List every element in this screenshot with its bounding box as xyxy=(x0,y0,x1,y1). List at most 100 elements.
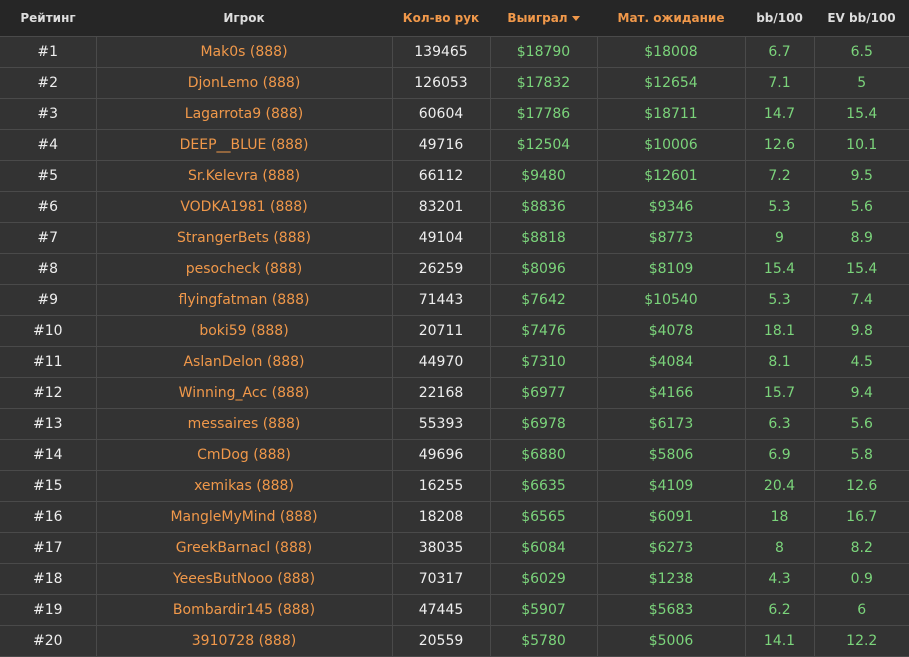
column-header-evbb100[interactable]: EV bb/100 xyxy=(814,0,909,37)
player-link[interactable]: CmDog (888) xyxy=(95,439,393,471)
cell-bb100: 20.4 xyxy=(744,470,815,502)
table-row: #8 pesocheck (888) 26259 $8096 $8109 15.4 15.4 xyxy=(0,253,909,285)
player-link[interactable]: Winning_Acc (888) xyxy=(95,377,393,409)
column-header-label: Мат. ожидание xyxy=(617,11,725,25)
player-link[interactable]: Mak0s (888) xyxy=(95,36,393,68)
cell-rank: #8 xyxy=(0,253,97,285)
column-header-won[interactable]: Выиграл xyxy=(490,0,597,37)
cell-won: $7642 xyxy=(489,284,598,316)
cell-rank: #6 xyxy=(0,191,97,223)
cell-bb100: 15.4 xyxy=(744,253,815,285)
cell-bb100: 5.3 xyxy=(744,284,815,316)
column-header-hands[interactable]: Кол-во рук xyxy=(392,0,490,37)
cell-bb100: 8.1 xyxy=(744,346,815,378)
player-link[interactable]: Lagarrota9 (888) xyxy=(95,98,393,130)
cell-rank: #2 xyxy=(0,67,97,99)
header-row: Рейтинг Игрок Кол-во рук Выиграл Мат. ожидан… xyxy=(0,0,909,37)
table-row: #3 Lagarrota9 (888) 60604 $17786 $18711 14.7 1… xyxy=(0,98,909,130)
table-row: #11 AslanDelon (888) 44970 $7310 $4084 8.1 4.5 xyxy=(0,346,909,378)
column-header-ev[interactable]: Мат. ожидание xyxy=(597,0,745,37)
cell-evbb100: 15.4 xyxy=(813,253,909,285)
table-row: #18 YeeesButNooo (888) 70317 $6029 $1238 4.3 0… xyxy=(0,563,909,595)
player-link[interactable]: StrangerBets (888) xyxy=(95,222,393,254)
cell-rank: #13 xyxy=(0,408,97,440)
cell-bb100: 5.3 xyxy=(744,191,815,223)
cell-rank: #20 xyxy=(0,625,97,657)
cell-evbb100: 6.5 xyxy=(813,36,909,68)
cell-ev: $4166 xyxy=(596,377,746,409)
player-link[interactable]: flyingfatman (888) xyxy=(95,284,393,316)
cell-bb100: 4.3 xyxy=(744,563,815,595)
cell-won: $12504 xyxy=(489,129,598,161)
player-link[interactable]: AslanDelon (888) xyxy=(95,346,393,378)
cell-rank: #17 xyxy=(0,532,97,564)
player-link[interactable]: messaires (888) xyxy=(95,408,393,440)
cell-evbb100: 12.2 xyxy=(813,625,909,657)
cell-bb100: 7.2 xyxy=(744,160,815,192)
cell-won: $6029 xyxy=(489,563,598,595)
player-link[interactable]: pesocheck (888) xyxy=(95,253,393,285)
cell-won: $7310 xyxy=(489,346,598,378)
cell-hands: 71443 xyxy=(391,284,491,316)
cell-hands: 18208 xyxy=(391,501,491,533)
cell-ev: $8109 xyxy=(596,253,746,285)
cell-rank: #18 xyxy=(0,563,97,595)
player-link[interactable]: DjonLemo (888) xyxy=(95,67,393,99)
table-row: #13 messaires (888) 55393 $6978 $6173 6.3 5.6 xyxy=(0,408,909,440)
cell-evbb100: 5.6 xyxy=(813,408,909,440)
cell-rank: #16 xyxy=(0,501,97,533)
table-row: #2 DjonLemo (888) 126053 $17832 $12654 7.1 5 xyxy=(0,67,909,99)
table-body: #1 Mak0s (888) 139465 $18790 $18008 6.7 6.5 #2 D… xyxy=(0,36,909,657)
player-link[interactable]: YeeesButNooo (888) xyxy=(95,563,393,595)
cell-bb100: 18.1 xyxy=(744,315,815,347)
table-row: #14 CmDog (888) 49696 $6880 $5806 6.9 5.8 xyxy=(0,439,909,471)
cell-won: $9480 xyxy=(489,160,598,192)
cell-ev: $12601 xyxy=(596,160,746,192)
cell-hands: 70317 xyxy=(391,563,491,595)
cell-evbb100: 16.7 xyxy=(813,501,909,533)
player-link[interactable]: Sr.Kelevra (888) xyxy=(95,160,393,192)
player-link[interactable]: xemikas (888) xyxy=(95,470,393,502)
cell-rank: #10 xyxy=(0,315,97,347)
table-row: #1 Mak0s (888) 139465 $18790 $18008 6.7 6.5 xyxy=(0,36,909,68)
cell-evbb100: 9.5 xyxy=(813,160,909,192)
column-header-bb100[interactable]: bb/100 xyxy=(745,0,814,37)
cell-bb100: 9 xyxy=(744,222,815,254)
player-link[interactable]: 3910728 (888) xyxy=(95,625,393,657)
player-link[interactable]: DEEP__BLUE (888) xyxy=(95,129,393,161)
cell-ev: $5806 xyxy=(596,439,746,471)
cell-rank: #15 xyxy=(0,470,97,502)
cell-rank: #4 xyxy=(0,129,97,161)
cell-ev: $9346 xyxy=(596,191,746,223)
cell-ev: $10540 xyxy=(596,284,746,316)
column-header-rank[interactable]: Рейтинг xyxy=(0,0,96,37)
cell-bb100: 8 xyxy=(744,532,815,564)
cell-bb100: 6.3 xyxy=(744,408,815,440)
cell-hands: 49696 xyxy=(391,439,491,471)
cell-won: $5907 xyxy=(489,594,598,626)
column-header-player[interactable]: Игрок xyxy=(96,0,392,37)
cell-rank: #9 xyxy=(0,284,97,316)
cell-ev: $18008 xyxy=(596,36,746,68)
cell-ev: $18711 xyxy=(596,98,746,130)
cell-hands: 20559 xyxy=(391,625,491,657)
player-link[interactable]: GreekBarnacl (888) xyxy=(95,532,393,564)
cell-bb100: 14.7 xyxy=(744,98,815,130)
player-link[interactable]: boki59 (888) xyxy=(95,315,393,347)
cell-won: $17786 xyxy=(489,98,598,130)
player-link[interactable]: MangleMyMind (888) xyxy=(95,501,393,533)
cell-rank: #12 xyxy=(0,377,97,409)
cell-ev: $10006 xyxy=(596,129,746,161)
cell-ev: $5006 xyxy=(596,625,746,657)
cell-ev: $4084 xyxy=(596,346,746,378)
cell-hands: 139465 xyxy=(391,36,491,68)
cell-won: $8818 xyxy=(489,222,598,254)
cell-evbb100: 12.6 xyxy=(813,470,909,502)
player-link[interactable]: VODKA1981 (888) xyxy=(95,191,393,223)
table-row: #17 GreekBarnacl (888) 38035 $6084 $6273 8 8.2 xyxy=(0,532,909,564)
cell-evbb100: 15.4 xyxy=(813,98,909,130)
player-link[interactable]: Bombardir145 (888) xyxy=(95,594,393,626)
cell-won: $6084 xyxy=(489,532,598,564)
cell-hands: 66112 xyxy=(391,160,491,192)
cell-ev: $4078 xyxy=(596,315,746,347)
